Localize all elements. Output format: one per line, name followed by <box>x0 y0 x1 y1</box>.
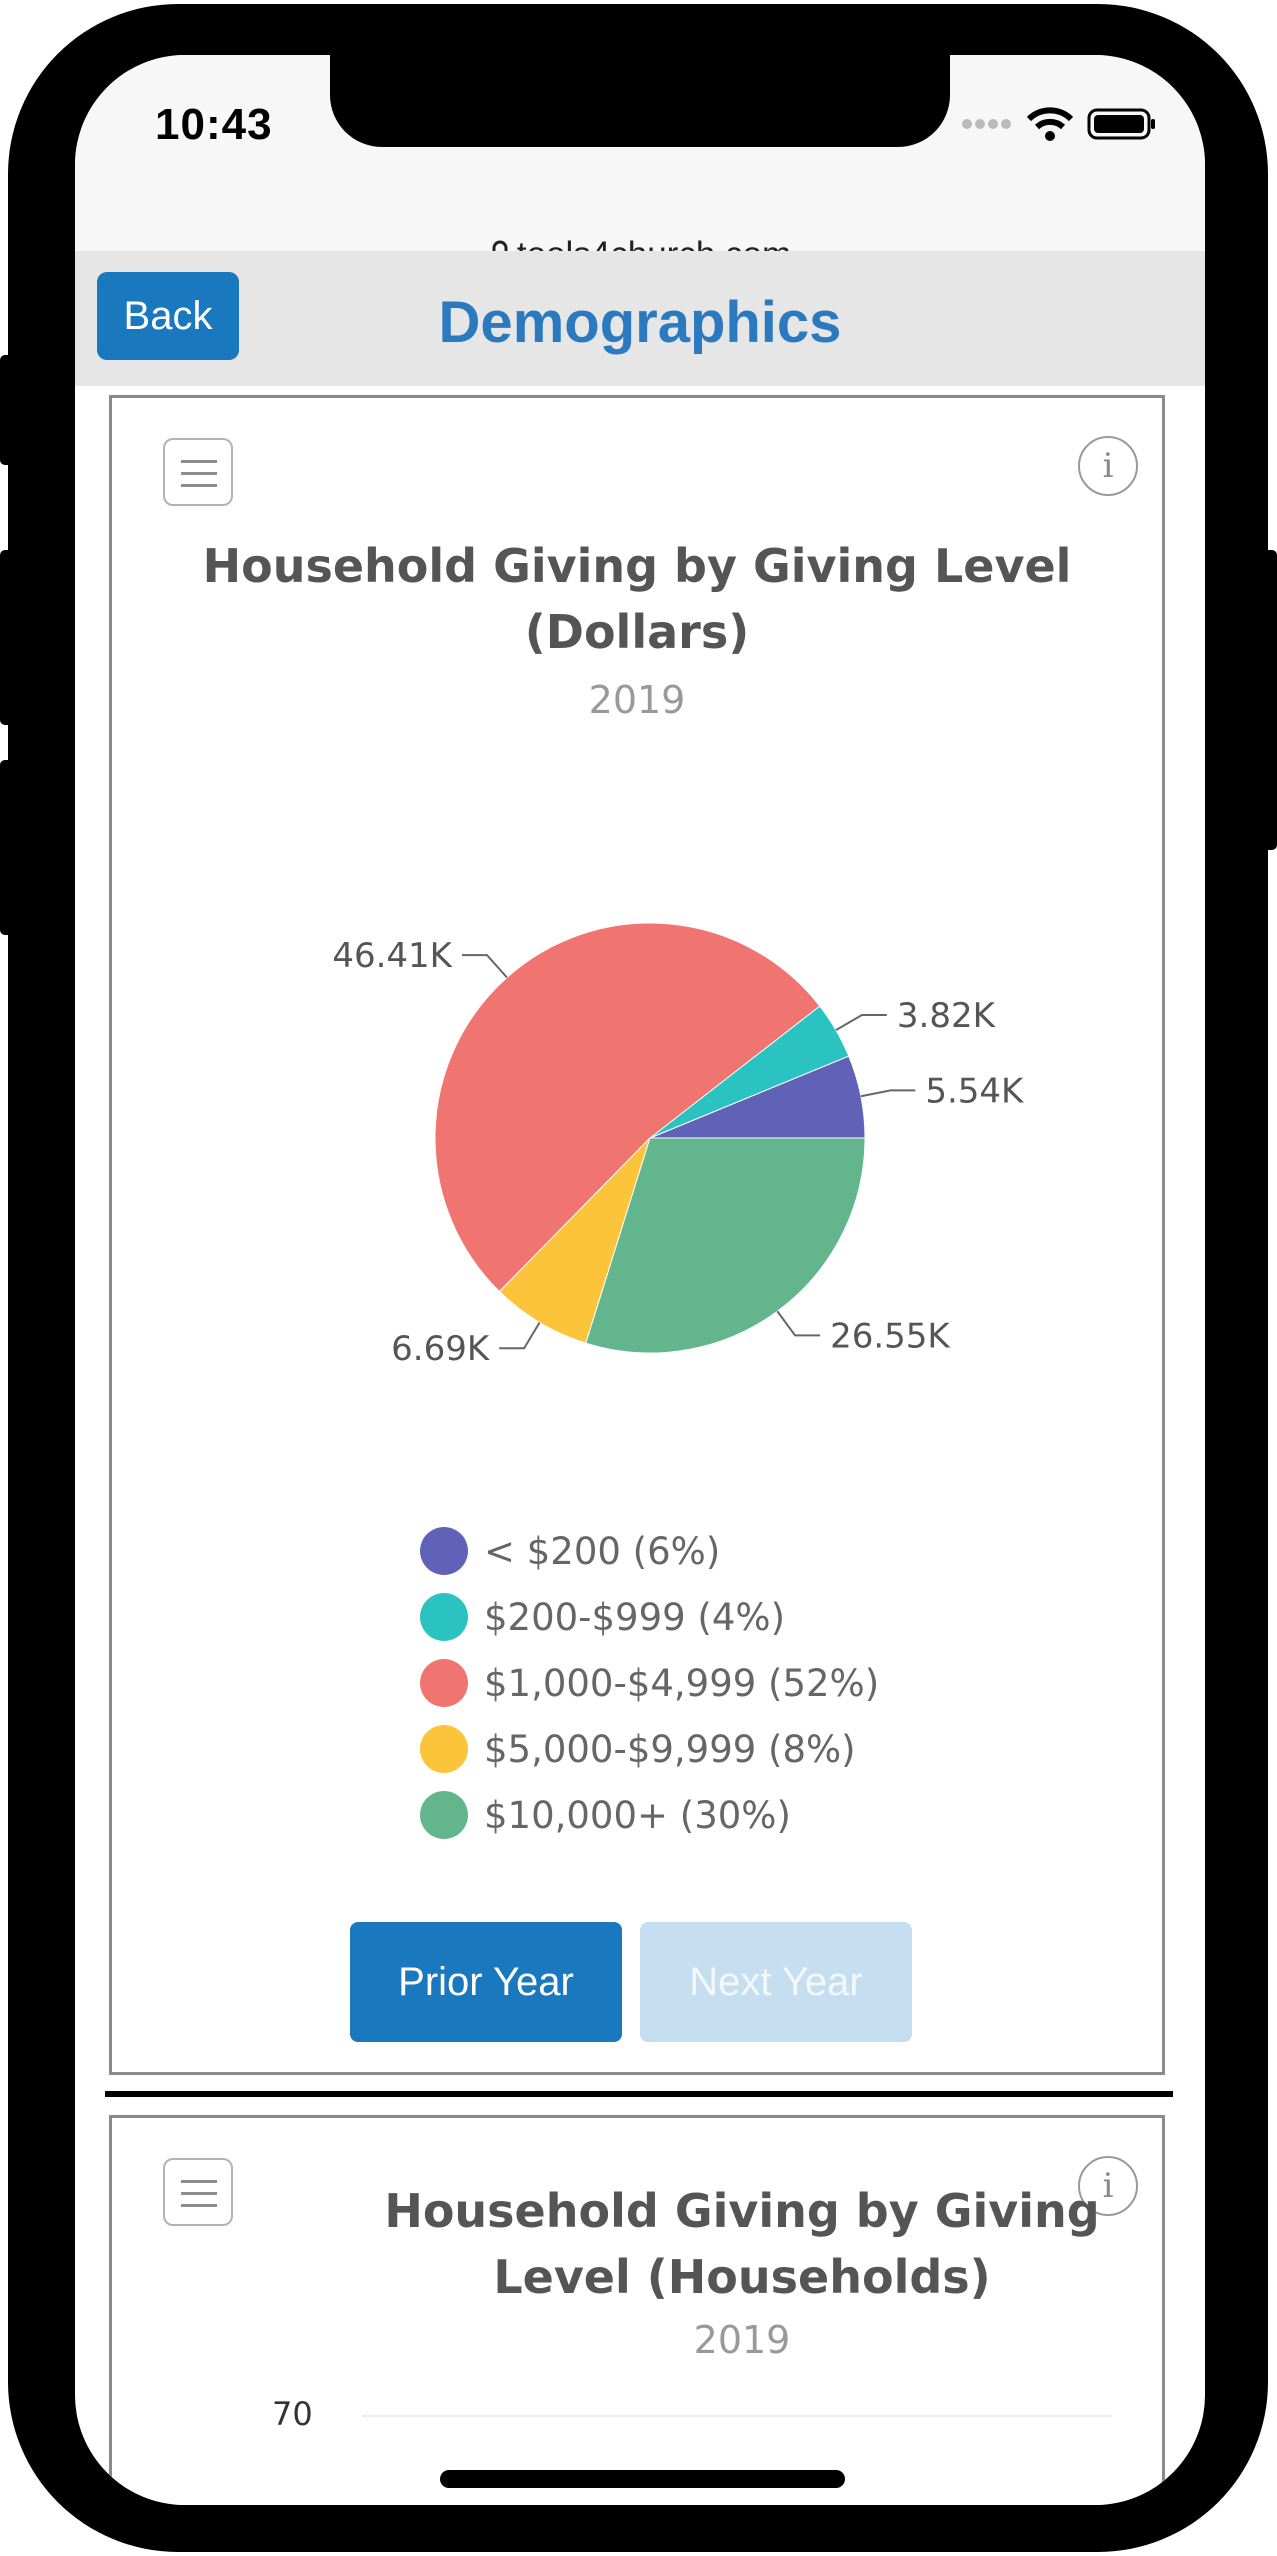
legend-label: < $200 (6%) <box>484 1529 721 1573</box>
next-year-button[interactable]: Next Year <box>640 1922 912 2042</box>
info-icon[interactable]: i <box>1078 436 1138 496</box>
legend-item-0[interactable]: < $200 (6%) <box>420 1518 879 1584</box>
pie-chart: 5.54K 3.82K 46.41K 6.69K 26.55K <box>332 922 1025 1369</box>
legend-swatch <box>420 1527 468 1575</box>
chart-title-line1: Household Giving by Giving Level <box>202 539 1072 593</box>
section-divider <box>105 2091 1173 2097</box>
data-label-connector-4 <box>776 1310 821 1337</box>
home-indicator <box>440 2470 845 2488</box>
wifi-icon <box>1027 107 1073 141</box>
page-title: Demographics <box>438 290 842 355</box>
legend-label: $1,000-$4,999 (52%) <box>484 1661 880 1705</box>
chart-title: Household Giving by Giving Level (Househ… <box>342 2178 1142 2310</box>
chart-title-line2: (Dollars) <box>524 605 750 659</box>
chart-card-dollars: i Household Giving by Giving Level (Doll… <box>109 395 1165 2075</box>
info-icon[interactable]: i <box>1078 2156 1138 2216</box>
battery-icon <box>1087 108 1155 140</box>
signal-icon <box>962 119 1011 129</box>
legend-item-3[interactable]: $5,000-$9,999 (8%) <box>420 1716 879 1782</box>
chart-subtitle: 2019 <box>588 678 686 722</box>
data-label-0: 5.54K <box>925 1071 1025 1111</box>
legend-label: $10,000+ (30%) <box>484 1793 791 1837</box>
legend-item-2[interactable]: $1,000-$4,999 (52%) <box>420 1650 879 1716</box>
chart-title-line1: Household Giving by Giving <box>384 2184 1100 2238</box>
pie-slice-4[interactable] <box>585 1137 866 1354</box>
status-bar: 10:43 <box>75 55 1205 180</box>
legend-swatch <box>420 1791 468 1839</box>
prior-year-button[interactable]: Prior Year <box>350 1922 622 2042</box>
data-label-connector-3 <box>499 1321 541 1350</box>
status-time: 10:43 <box>155 100 273 149</box>
status-icons <box>961 107 1157 141</box>
app-header: Back Demographics <box>75 251 1205 386</box>
data-label-1: 3.82K <box>897 996 997 1036</box>
chart-subtitle: 2019 <box>693 2318 791 2362</box>
back-button[interactable]: Back <box>97 272 239 360</box>
legend-label: $200-$999 (4%) <box>484 1595 786 1639</box>
hamburger-menu-icon[interactable] <box>163 438 233 506</box>
data-label-connector-1 <box>835 1014 887 1031</box>
legend-swatch <box>420 1593 468 1641</box>
y-axis-tick: 70 <box>272 2395 313 2433</box>
chart-title: Household Giving by Giving Level (Dollar… <box>112 533 1162 665</box>
chart-title-line2: Level (Households) <box>493 2250 991 2304</box>
legend-label: $5,000-$9,999 (8%) <box>484 1727 856 1771</box>
phone-screen: 10:43 tools4church.co <box>75 55 1205 2505</box>
data-label-connector-2 <box>461 954 508 979</box>
pie-slice-3[interactable] <box>498 1137 651 1344</box>
legend-item-1[interactable]: $200-$999 (4%) <box>420 1584 879 1650</box>
data-label-4: 26.55K <box>830 1316 951 1356</box>
legend-swatch <box>420 1725 468 1773</box>
notch <box>330 55 950 147</box>
data-label-3: 6.69K <box>391 1329 491 1369</box>
hamburger-menu-icon[interactable] <box>163 2158 233 2226</box>
data-label-connector-0 <box>860 1089 916 1098</box>
chart-card-households: i Household Giving by Giving Level (Hous… <box>109 2115 1165 2505</box>
data-label-2: 46.41K <box>332 936 453 976</box>
gridline <box>362 2415 1112 2417</box>
legend-swatch <box>420 1659 468 1707</box>
legend-item-4[interactable]: $10,000+ (30%) <box>420 1782 879 1848</box>
chart-legend: < $200 (6%) $200-$999 (4%) $1,000-$4,999 (… <box>420 1518 879 1848</box>
